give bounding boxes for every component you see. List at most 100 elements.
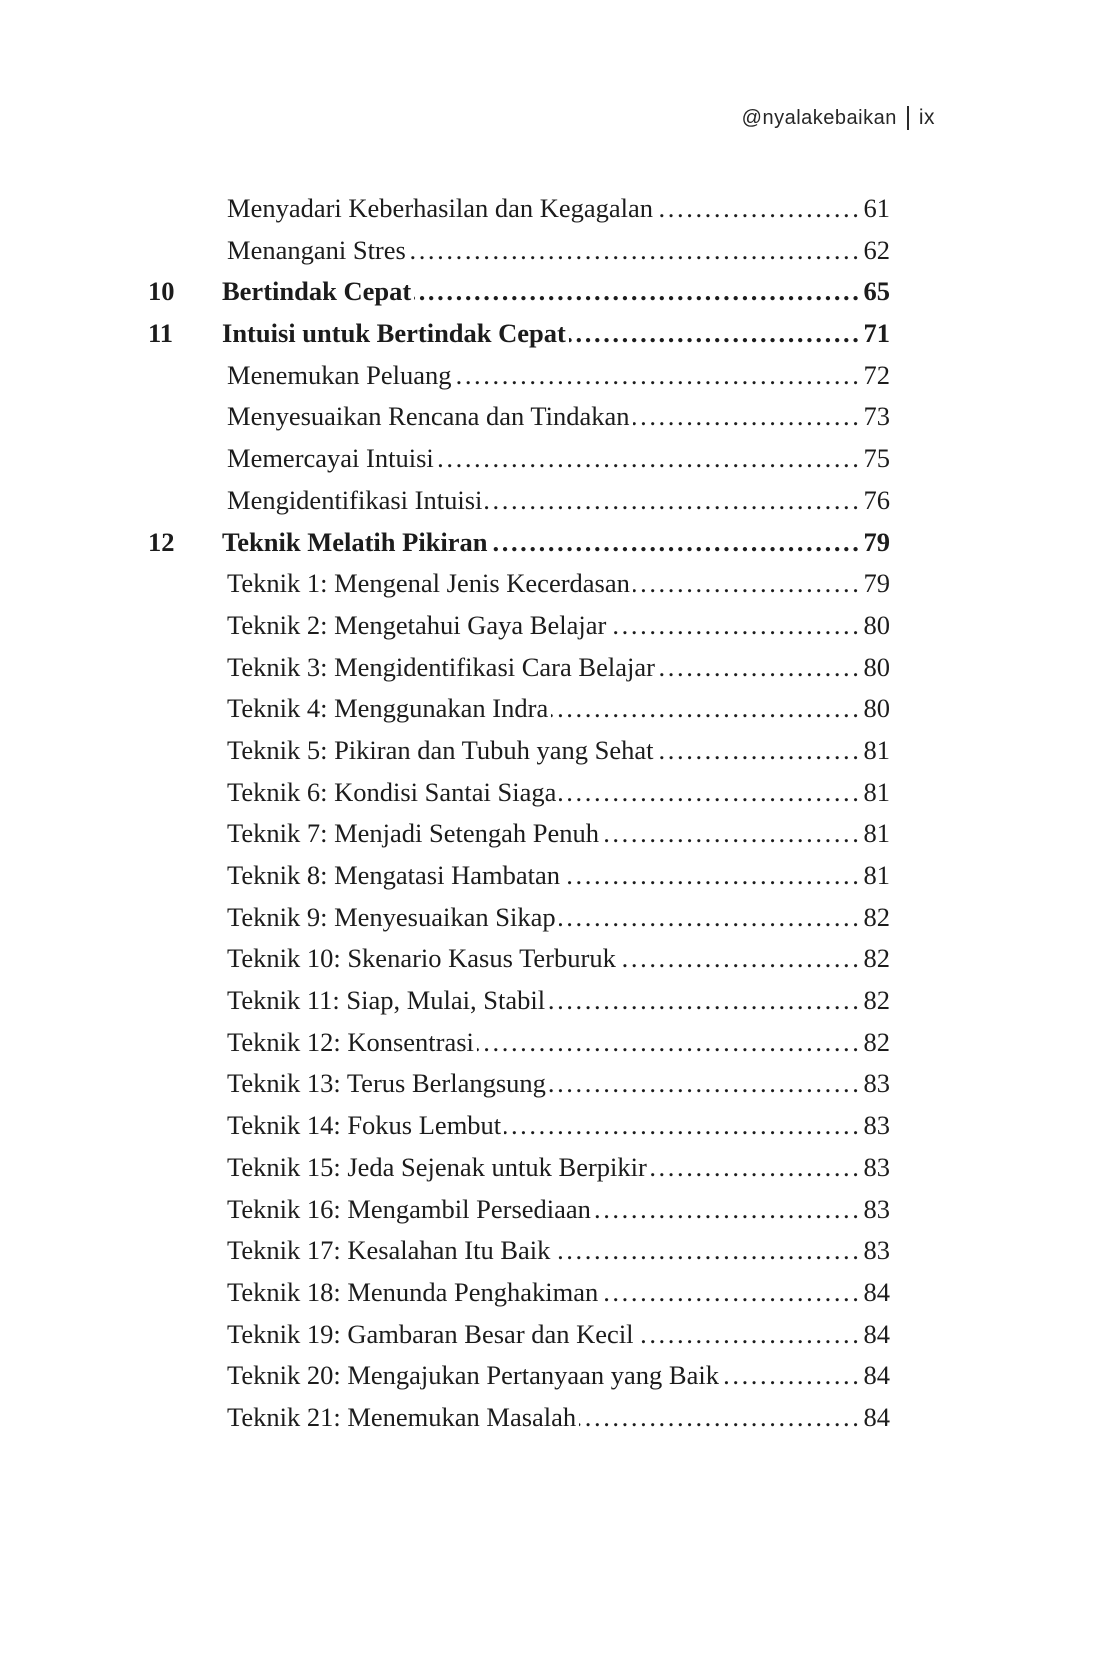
toc-entry: Teknik 6: Kondisi Santai Siaga 81	[148, 772, 890, 814]
entry-page-number: 84	[863, 1318, 891, 1349]
toc-entry: Memercayai Intuisi 75	[148, 438, 890, 480]
dot-leader	[551, 688, 861, 730]
entry-title: Teknik 16: Mengambil Persediaan	[227, 1193, 591, 1224]
dot-leader	[656, 188, 861, 230]
entry-title: Teknik 6: Kondisi Santai Siaga	[227, 776, 557, 807]
entry-title: Menangani Stres	[227, 234, 406, 265]
dot-leader	[650, 1147, 862, 1189]
entry-page-number: 82	[863, 943, 891, 974]
entry-page-number: 73	[863, 401, 891, 432]
running-header: @nyalakebaikan ix	[742, 106, 935, 130]
toc-entry: 11 Intuisi untuk Bertindak Cepat 71	[148, 313, 890, 355]
entry-title: Intuisi untuk Bertindak Cepat	[222, 318, 566, 349]
entry-title: Teknik 13: Terus Berlangsung	[227, 1068, 546, 1099]
dot-leader	[485, 480, 861, 522]
toc-entry: Teknik 4: Menggunakan Indra 80	[148, 688, 890, 730]
entry-title: Teknik 18: Menunda Penghakiman	[227, 1276, 599, 1307]
entry-title: Teknik 4: Menggunakan Indra	[227, 693, 549, 724]
entry-title: Teknik 1: Mengenal Jenis Kecerdasan	[227, 568, 630, 599]
entry-page-number: 83	[863, 1151, 891, 1182]
dot-leader	[609, 605, 861, 647]
entry-page-number: 81	[863, 734, 891, 765]
entry-page-number: 71	[863, 318, 891, 349]
toc-entry: Menangani Stres 62	[148, 230, 890, 272]
dot-leader	[504, 1105, 861, 1147]
chapter-number: 10	[148, 276, 175, 307]
toc-entry: 12 Teknik Melatih Pikiran 79	[148, 522, 890, 564]
entry-page-number: 81	[863, 818, 891, 849]
toc-entry: Teknik 18: Menunda Penghakiman 84	[148, 1272, 890, 1314]
dot-leader	[594, 1189, 862, 1231]
entry-page-number: 84	[863, 1360, 891, 1391]
dot-leader	[601, 1272, 861, 1314]
entry-page-number: 80	[863, 693, 891, 724]
toc-entry: Teknik 16: Mengambil Persediaan 83	[148, 1189, 890, 1231]
entry-title: Teknik 7: Menjadi Setengah Penuh	[227, 818, 600, 849]
toc-entry: 10 Bertindak Cepat 65	[148, 271, 890, 313]
entry-page-number: 61	[863, 193, 891, 223]
entry-page-number: 82	[863, 985, 891, 1016]
entry-title: Teknik 8: Mengatasi Hambatan	[227, 860, 560, 890]
dot-leader	[414, 271, 861, 313]
entry-title: Teknik 5: Pikiran dan Tubuh yang Sehat	[227, 734, 654, 765]
entry-title: Teknik 11: Siap, Mulai, Stabil	[227, 985, 546, 1016]
toc-entry: Teknik 13: Terus Berlangsung 83	[148, 1063, 890, 1105]
dot-leader	[549, 1063, 862, 1105]
toc-entry: Teknik 21: Menemukan Masalah 84	[148, 1397, 890, 1439]
toc-entry: Menyadari Keberhasilan dan Kegagalan 61	[148, 188, 890, 230]
toc-entry: Menemukan Peluang 72	[148, 355, 890, 397]
toc-entry: Teknik 5: Pikiran dan Tubuh yang Sehat 8…	[148, 730, 890, 772]
toc-entry: Teknik 1: Mengenal Jenis Kecerdasan 79	[148, 563, 890, 605]
dot-leader	[633, 396, 862, 438]
entry-page-number: 83	[863, 1110, 891, 1141]
toc-entry: Teknik 7: Menjadi Setengah Penuh 81	[148, 813, 890, 855]
toc-entry: Teknik 10: Skenario Kasus Terburuk 82	[148, 938, 890, 980]
dot-leader	[602, 813, 861, 855]
page-folio: ix	[918, 106, 935, 129]
header-separator	[906, 106, 909, 130]
dot-leader	[409, 230, 862, 272]
entry-title: Teknik 10: Skenario Kasus Terburuk	[227, 943, 616, 974]
entry-title: Teknik 19: Gambaran Besar dan Kecil	[227, 1318, 634, 1349]
toc-entry: Teknik 14: Fokus Lembut 83	[148, 1105, 890, 1147]
entry-title: Teknik 3: Mengidentifikasi Cara Belajar	[227, 651, 655, 682]
dot-leader	[633, 563, 862, 605]
dot-leader	[454, 355, 861, 397]
entry-page-number: 76	[863, 484, 891, 515]
toc-entry: Teknik 17: Kesalahan Itu Baik 83	[148, 1230, 890, 1272]
toc-entry: Teknik 12: Konsentrasi 82	[148, 1022, 890, 1064]
entry-title: Mengidentifikasi Intuisi	[227, 484, 483, 515]
entry-page-number: 75	[863, 443, 891, 474]
dot-leader	[658, 647, 862, 689]
toc-entry: Teknik 3: Mengidentifikasi Cara Belajar …	[148, 647, 890, 689]
dot-leader	[619, 938, 862, 980]
toc-entry: Teknik 20: Mengajukan Pertanyaan yang Ba…	[148, 1355, 890, 1397]
entry-title: Teknik 12: Konsentrasi	[227, 1026, 474, 1057]
entry-title: Teknik 2: Mengetahui Gaya Belajar	[227, 609, 607, 640]
entry-page-number: 72	[863, 359, 891, 390]
chapter-number: 11	[148, 318, 174, 349]
entry-page-number: 80	[863, 651, 891, 682]
toc-entry: Teknik 2: Mengetahui Gaya Belajar 80	[148, 605, 890, 647]
dot-leader	[477, 1022, 862, 1064]
dot-leader	[491, 522, 862, 564]
entry-title: Memercayai Intuisi	[227, 443, 434, 474]
toc-entry: Teknik 19: Gambaran Besar dan Kecil 84	[148, 1314, 890, 1356]
entry-title: Teknik 20: Mengajukan Pertanyaan yang Ba…	[227, 1360, 719, 1391]
dot-leader	[722, 1355, 862, 1397]
dot-leader	[559, 772, 861, 814]
dot-leader	[569, 313, 862, 355]
entry-page-number: 80	[863, 609, 891, 640]
entry-page-number: 65	[863, 276, 891, 307]
entry-title: Teknik Melatih Pikiran	[222, 526, 488, 557]
entry-page-number: 79	[863, 526, 891, 557]
entry-page-number: 81	[863, 860, 891, 890]
dot-leader	[559, 897, 862, 939]
entry-title: Menyesuaikan Rencana dan Tindakan	[227, 401, 630, 432]
chapter-number: 12	[148, 526, 175, 557]
entry-page-number: 82	[863, 1026, 891, 1057]
entry-page-number: 84	[863, 1401, 891, 1432]
dot-leader	[657, 730, 862, 772]
toc-entry: Teknik 9: Menyesuaikan Sikap 82	[148, 897, 890, 939]
